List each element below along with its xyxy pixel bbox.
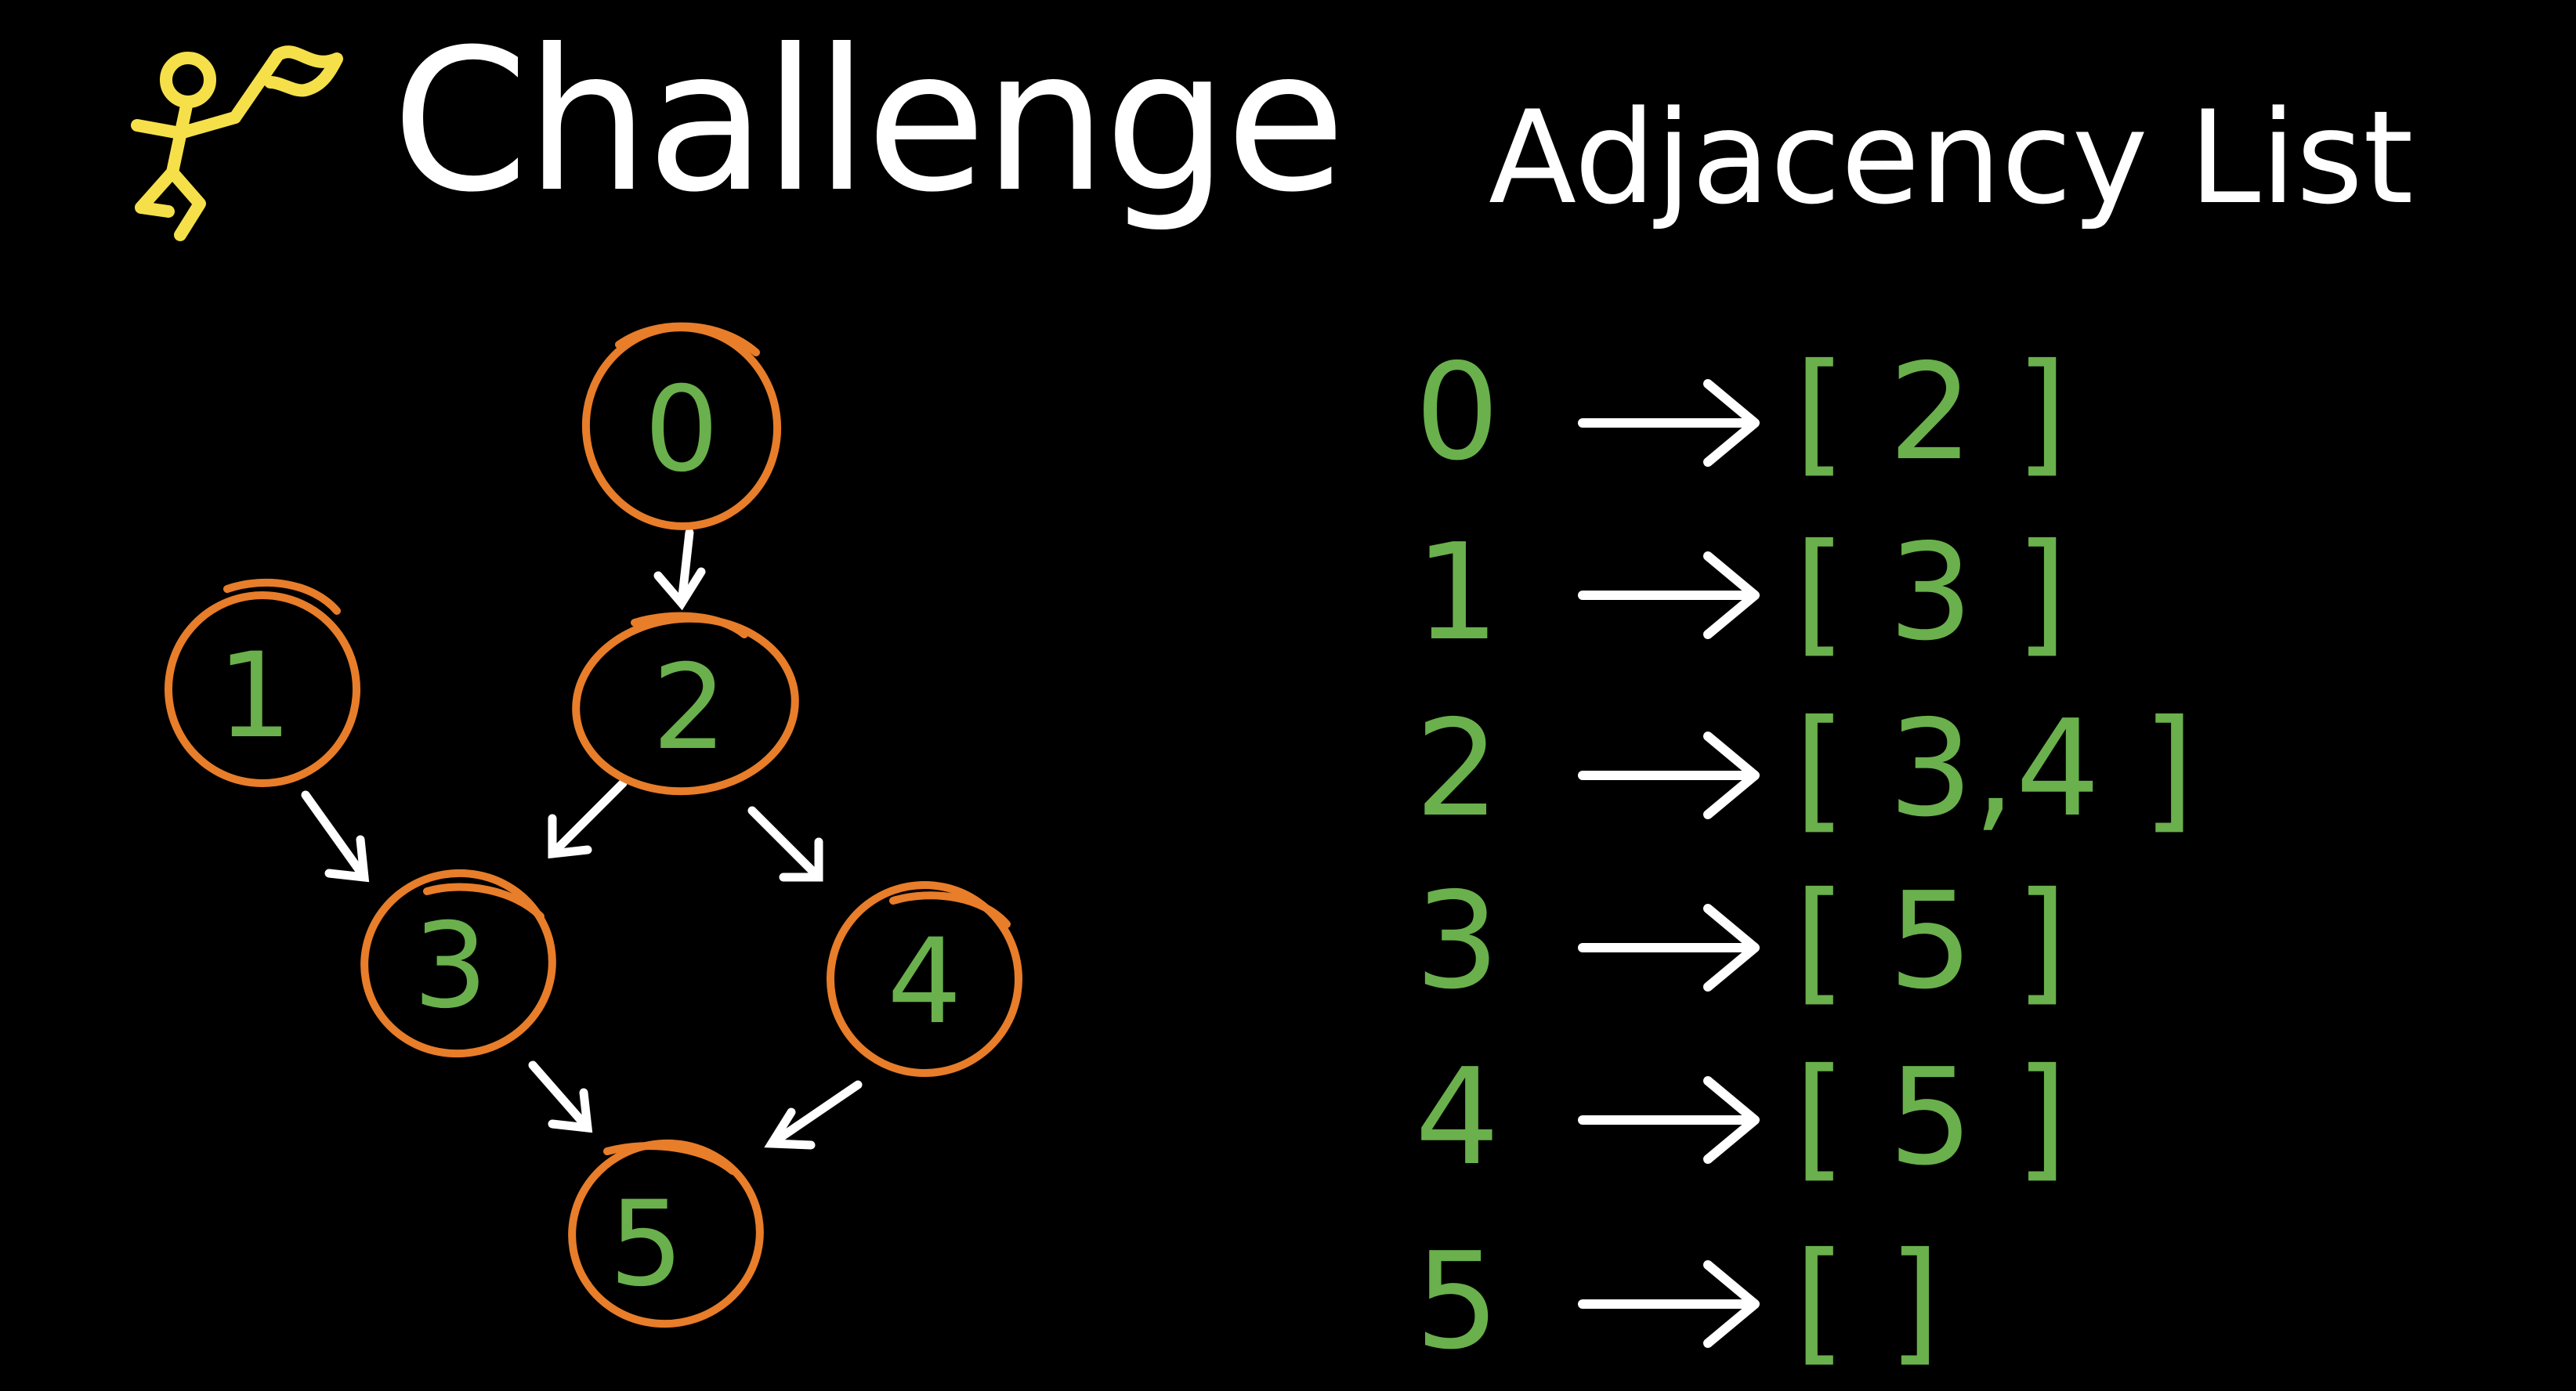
node-label: 2 xyxy=(652,640,726,776)
running-figure-with-flag-icon xyxy=(131,45,343,241)
adjacency-vertex: 1 xyxy=(1415,515,1500,670)
adjacency-row: 0 [ 2 ] xyxy=(1415,335,2068,490)
adjacency-row: 1 [ 3 ] xyxy=(1415,515,2068,670)
graph-nodes: 0 1 2 3 4 5 xyxy=(165,322,1022,1328)
arrow-icon xyxy=(1578,904,1760,992)
arrow-icon xyxy=(1578,1076,1760,1164)
arrow-icon xyxy=(1578,379,1760,467)
node-3: 3 xyxy=(360,869,556,1058)
edge-2-4 xyxy=(747,806,823,882)
edge-2-3 xyxy=(548,779,628,858)
page-subtitle: Adjacency List xyxy=(1489,83,2414,233)
node-2: 2 xyxy=(572,612,799,796)
adjacency-neighbors: [ 3 ] xyxy=(1794,515,2068,670)
edge-3-5-head xyxy=(548,1088,593,1133)
adjacency-neighbors: [ 2 ] xyxy=(1794,335,2068,490)
arrow-icon xyxy=(1578,551,1760,639)
node-1: 1 xyxy=(165,578,360,787)
adjacency-list: 0 [ 2 ] 1 [ 3 ] 2 [ 3,4 ] xyxy=(1415,335,2194,1379)
adjacency-vertex: 4 xyxy=(1415,1040,1500,1195)
node-label: 1 xyxy=(217,628,291,764)
node-5: 5 xyxy=(568,1139,764,1328)
edge-1-3-head xyxy=(324,835,370,883)
node-label: 4 xyxy=(887,914,961,1050)
adjacency-neighbors: [ 3,4 ] xyxy=(1794,692,2194,847)
node-label: 0 xyxy=(644,362,718,498)
arrow-icon xyxy=(1578,732,1760,819)
node-label: 5 xyxy=(609,1176,683,1313)
adjacency-row: 3 [ 5 ] xyxy=(1415,864,2068,1019)
adjacency-neighbors: [ 5 ] xyxy=(1794,864,2068,1019)
edge-2-3-head xyxy=(548,814,592,859)
arrow-icon xyxy=(1578,1260,1760,1348)
edge-1-3 xyxy=(301,790,369,882)
adjacency-neighbors: [ ] xyxy=(1794,1224,1941,1379)
adjacency-row: 2 [ 3,4 ] xyxy=(1415,692,2194,847)
node-0: 0 xyxy=(581,322,782,530)
edge-4-5 xyxy=(767,1080,863,1148)
edge-4-5-head xyxy=(764,1107,816,1150)
edge-2-4-head xyxy=(779,837,823,882)
adjacency-row: 4 [ 5 ] xyxy=(1415,1040,2068,1195)
adjacency-vertex: 0 xyxy=(1415,335,1500,490)
adjacency-neighbors: [ 5 ] xyxy=(1794,1040,2068,1195)
adjacency-vertex: 2 xyxy=(1415,692,1500,847)
adjacency-row: 5 [ ] xyxy=(1415,1224,1941,1379)
graph-edges xyxy=(301,528,863,1150)
edge-3-5 xyxy=(528,1060,592,1133)
adjacency-vertex: 5 xyxy=(1415,1224,1500,1379)
node-label: 3 xyxy=(413,898,487,1035)
edge-0-2-head xyxy=(653,567,706,611)
page-title: Challenge xyxy=(392,7,1346,235)
node-4: 4 xyxy=(827,881,1022,1077)
edge-0-2 xyxy=(677,528,694,608)
adjacency-vertex: 3 xyxy=(1415,864,1500,1019)
